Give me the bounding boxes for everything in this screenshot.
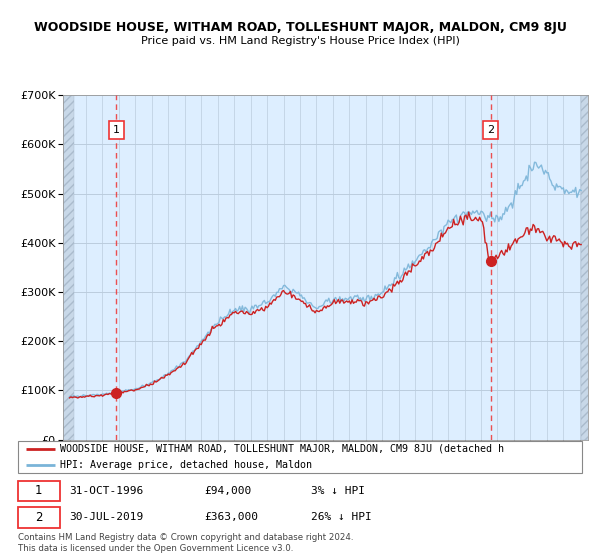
FancyBboxPatch shape [18,481,60,501]
FancyBboxPatch shape [18,507,60,528]
Text: 31-OCT-1996: 31-OCT-1996 [69,486,143,496]
Text: WOODSIDE HOUSE, WITHAM ROAD, TOLLESHUNT MAJOR, MALDON, CM9 8JU (detached h: WOODSIDE HOUSE, WITHAM ROAD, TOLLESHUNT … [60,444,504,454]
FancyBboxPatch shape [18,441,582,473]
Text: 26% ↓ HPI: 26% ↓ HPI [311,512,372,522]
Text: WOODSIDE HOUSE, WITHAM ROAD, TOLLESHUNT MAJOR, MALDON, CM9 8JU: WOODSIDE HOUSE, WITHAM ROAD, TOLLESHUNT … [34,21,566,34]
Text: 1: 1 [113,125,120,134]
Text: Contains HM Land Registry data © Crown copyright and database right 2024.
This d: Contains HM Land Registry data © Crown c… [18,533,353,553]
Text: 2: 2 [35,511,43,524]
Bar [581,95,589,440]
Text: £94,000: £94,000 [204,486,251,496]
Text: 3% ↓ HPI: 3% ↓ HPI [311,486,365,496]
Text: 30-JUL-2019: 30-JUL-2019 [69,512,143,522]
Text: HPI: Average price, detached house, Maldon: HPI: Average price, detached house, Mald… [60,460,313,470]
Bar [63,95,74,440]
Text: 1: 1 [35,484,43,497]
Text: 2: 2 [487,125,494,134]
Text: Price paid vs. HM Land Registry's House Price Index (HPI): Price paid vs. HM Land Registry's House … [140,36,460,46]
Text: £363,000: £363,000 [204,512,258,522]
